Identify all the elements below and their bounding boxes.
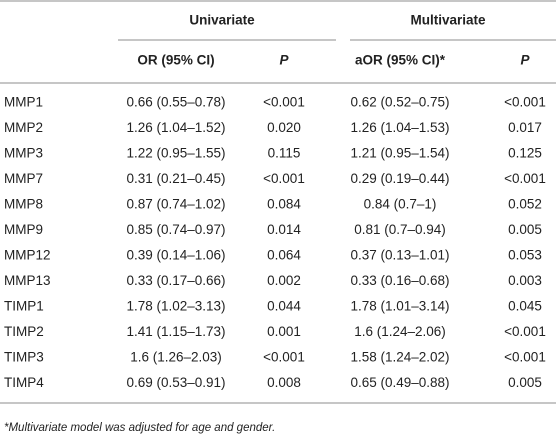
cell-p: 0.017	[508, 120, 542, 135]
cell-aor: 0.62 (0.52–0.75)	[350, 95, 449, 110]
cell-or: 0.39 (0.14–1.06)	[126, 248, 225, 263]
footnote: *Multivariate model was adjusted for age…	[4, 422, 275, 434]
cell-p: 0.045	[508, 299, 542, 314]
cell-p: 0.008	[267, 375, 301, 390]
cell-or: 0.85 (0.74–0.97)	[126, 222, 225, 237]
column-header: OR (95% CI)	[137, 53, 214, 68]
cell-p: <0.001	[263, 95, 305, 110]
row-label: TIMP2	[4, 324, 44, 339]
cell-aor: 1.78 (1.01–3.14)	[350, 299, 449, 314]
cell-or: 0.87 (0.74–1.02)	[126, 197, 225, 212]
cell-or: 0.31 (0.21–0.45)	[126, 171, 225, 186]
cell-p: 0.053	[508, 248, 542, 263]
row-label: TIMP4	[4, 375, 44, 390]
column-header: P	[520, 53, 530, 68]
column-header: aOR (95% CI)*	[355, 53, 446, 68]
cell-p: <0.001	[504, 171, 546, 186]
cell-or: 0.69 (0.53–0.91)	[126, 375, 225, 390]
cell-aor: 1.21 (0.95–1.54)	[350, 146, 449, 161]
cell-p: <0.001	[263, 350, 305, 365]
cell-aor: 1.58 (1.24–2.02)	[350, 350, 449, 365]
cell-aor: 0.29 (0.19–0.44)	[350, 171, 449, 186]
cell-aor: 0.81 (0.7–0.94)	[354, 222, 446, 237]
group-header: Univariate	[189, 13, 255, 28]
cell-aor: 1.26 (1.04–1.53)	[350, 120, 449, 135]
cell-or: 1.26 (1.04–1.52)	[126, 120, 225, 135]
column-header: P	[279, 53, 289, 68]
cell-p: 0.005	[508, 375, 542, 390]
row-label: TIMP1	[4, 299, 44, 314]
cell-aor: 1.6 (1.24–2.06)	[354, 324, 446, 339]
cell-p: <0.001	[504, 95, 546, 110]
cell-aor: 0.65 (0.49–0.88)	[350, 375, 449, 390]
row-label: MMP12	[4, 248, 51, 263]
row-label: MMP3	[4, 146, 43, 161]
group-header: Multivariate	[410, 13, 486, 28]
row-label: MMP1	[4, 95, 43, 110]
cell-aor: 0.33 (0.16–0.68)	[350, 273, 449, 288]
cell-aor: 0.84 (0.7–1)	[364, 197, 437, 212]
cell-p: <0.001	[504, 350, 546, 365]
cell-p: 0.020	[267, 120, 301, 135]
cell-p: 0.064	[267, 248, 301, 263]
cell-or: 1.22 (0.95–1.55)	[126, 146, 225, 161]
cell-p: 0.005	[508, 222, 542, 237]
cell-p: 0.115	[268, 146, 301, 161]
row-label: MMP7	[4, 171, 43, 186]
cell-p: 0.014	[267, 222, 301, 237]
cell-p: 0.001	[267, 324, 301, 339]
cell-aor: 0.37 (0.13–1.01)	[350, 248, 449, 263]
row-label: TIMP3	[4, 350, 44, 365]
cell-or: 1.78 (1.02–3.13)	[126, 299, 225, 314]
cell-p: 0.002	[267, 273, 301, 288]
cell-p: <0.001	[504, 324, 546, 339]
cell-p: 0.125	[508, 146, 542, 161]
cell-p: 0.052	[508, 197, 542, 212]
cell-or: 0.66 (0.55–0.78)	[126, 95, 225, 110]
row-label: MMP8	[4, 197, 43, 212]
cell-p: 0.003	[508, 273, 542, 288]
cell-p: <0.001	[263, 171, 305, 186]
cell-p: 0.044	[267, 299, 301, 314]
cell-p: 0.084	[267, 197, 301, 212]
cell-or: 0.33 (0.17–0.66)	[126, 273, 225, 288]
cell-or: 1.41 (1.15–1.73)	[126, 324, 225, 339]
row-label: MMP13	[4, 273, 51, 288]
row-label: MMP9	[4, 222, 43, 237]
row-label: MMP2	[4, 120, 43, 135]
cell-or: 1.6 (1.26–2.03)	[130, 350, 222, 365]
